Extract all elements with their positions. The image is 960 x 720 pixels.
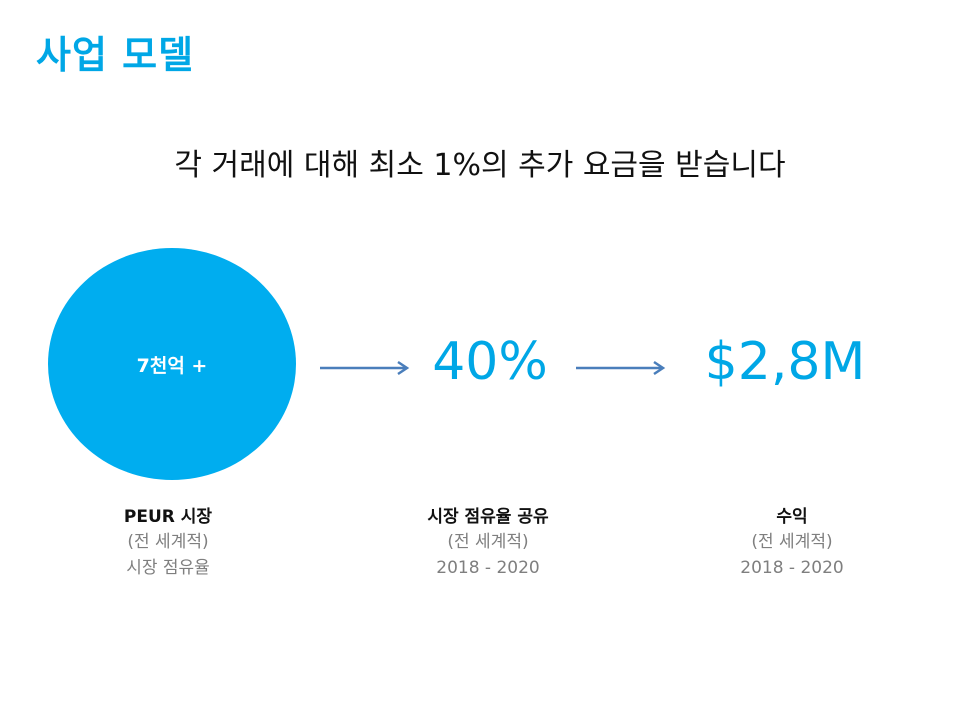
- market-size-label: 7천억 +: [136, 354, 208, 377]
- caption-period: 2018 - 2020: [740, 558, 844, 578]
- caption-period: 2018 - 2020: [436, 558, 540, 578]
- market-caption: PEUR 시장 (전 세계적) 시장 점유율: [48, 505, 288, 581]
- caption-scope: (전 세계적): [751, 532, 833, 552]
- caption-heading: 시장 점유율 공유: [427, 507, 549, 527]
- arrow-right-icon: [576, 360, 666, 376]
- market-share-value: 40%: [432, 332, 548, 392]
- caption-heading: PEUR 시장: [123, 507, 213, 527]
- market-circle: 7천억 +: [48, 248, 296, 480]
- arrow-right-icon: [320, 360, 410, 376]
- caption-detail: 시장 점유율: [126, 558, 210, 578]
- revenue-caption: 수익 (전 세계적) 2018 - 2020: [672, 505, 912, 581]
- slide-subtitle: 각 거래에 대해 최소 1%의 추가 요금을 받습니다: [174, 148, 786, 183]
- caption-heading: 수익: [776, 507, 808, 527]
- caption-scope: (전 세계적): [447, 532, 529, 552]
- caption-scope: (전 세계적): [127, 532, 209, 552]
- slide-title: 사업 모델: [36, 33, 195, 77]
- share-caption: 시장 점유율 공유 (전 세계적) 2018 - 2020: [368, 505, 608, 581]
- revenue-value: $2,8M: [704, 332, 866, 392]
